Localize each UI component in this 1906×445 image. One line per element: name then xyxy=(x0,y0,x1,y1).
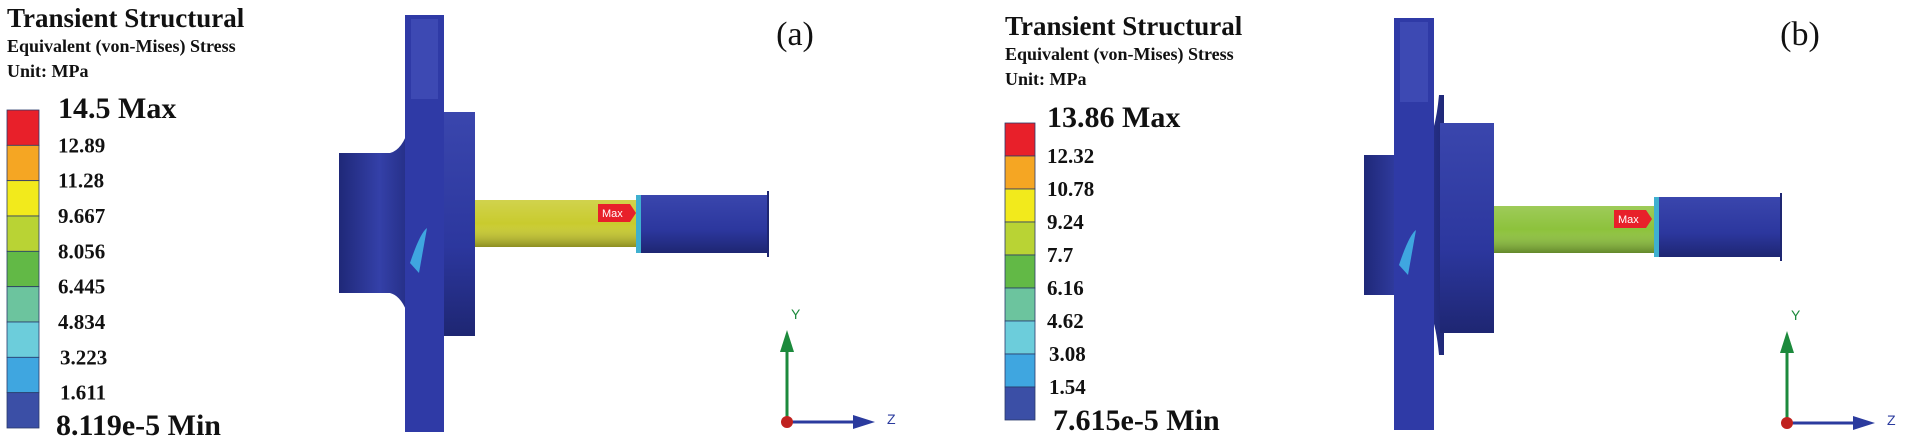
legend-max-label: 13.86 Max xyxy=(1047,101,1180,134)
impeller-blade-edge xyxy=(410,228,427,273)
panel-label: (b) xyxy=(1780,16,1820,53)
origin-marker xyxy=(1781,417,1793,429)
legend-tick-label: 12.89 xyxy=(58,133,105,157)
max-marker xyxy=(1614,210,1652,228)
z-axis-arrowhead xyxy=(853,415,875,429)
legend-color-band xyxy=(1004,122,1036,157)
legend-tick-label: 1.54 xyxy=(1049,375,1086,399)
coordinate-triad: YZ xyxy=(1780,307,1896,430)
impeller-blade-face xyxy=(1400,22,1428,102)
legend-color-band xyxy=(6,250,40,288)
legend-color-band xyxy=(1004,254,1036,289)
legend-tick-label: 4.834 xyxy=(58,310,106,334)
legend-color-band xyxy=(1004,188,1036,223)
max-marker-label: Max xyxy=(602,208,623,220)
legend-max-label: 14.5 Max xyxy=(58,92,176,125)
y-axis-label: Y xyxy=(791,306,801,322)
legend-subtitle: Equivalent (von-Mises) Stress xyxy=(1005,44,1234,65)
legend-tick-label: 6.16 xyxy=(1047,276,1084,300)
legend-tick-label: 9.667 xyxy=(58,204,105,228)
legend-unit: Unit: MPa xyxy=(1005,69,1086,89)
y-axis-arrowhead xyxy=(1780,331,1794,353)
max-marker xyxy=(598,204,636,222)
legend-color-band xyxy=(6,286,40,323)
legend-tick-label: 11.28 xyxy=(58,169,104,193)
panel-a: Transient Structural Equivalent (von-Mise… xyxy=(6,3,896,442)
legend-min-label: 7.615e-5 Min xyxy=(1053,404,1220,437)
panel-b: Transient Structural Equivalent (von-Mise… xyxy=(1004,11,1896,437)
coordinate-triad: YZ xyxy=(780,306,896,429)
legend-subtitle: Equivalent (von-Mises) Stress xyxy=(7,36,236,57)
origin-marker xyxy=(781,416,793,428)
legend-color-band xyxy=(1004,287,1036,322)
shaft-transition-band xyxy=(636,195,641,253)
legend-color-band xyxy=(6,215,40,252)
shaft-end-section xyxy=(1654,197,1781,257)
legend-tick-label: 3.223 xyxy=(60,345,107,369)
z-axis-label: Z xyxy=(1887,412,1896,428)
impeller-flange xyxy=(1440,123,1494,333)
impeller-hub xyxy=(339,93,420,353)
legend-unit: Unit: MPa xyxy=(7,61,88,81)
legend-title: Transient Structural xyxy=(7,3,245,33)
legend-color-band xyxy=(6,356,40,394)
legend-min-label: 8.119e-5 Min xyxy=(56,409,221,442)
legend-tick-label: 6.445 xyxy=(58,275,105,299)
z-axis-label: Z xyxy=(887,411,896,427)
z-axis-arrowhead xyxy=(1853,416,1875,430)
legend-tick-label: 12.32 xyxy=(1047,144,1094,168)
legend-tick-label: 10.78 xyxy=(1047,177,1094,201)
impeller-blade-edge xyxy=(1399,230,1416,275)
max-marker-label: Max xyxy=(1618,214,1639,226)
legend-color-band xyxy=(6,109,40,146)
impeller-blade-face xyxy=(411,19,438,99)
shaft-end-section xyxy=(636,195,768,253)
legend-color-band xyxy=(1004,320,1036,355)
y-axis-arrowhead xyxy=(780,330,794,352)
legend-color-band xyxy=(6,144,40,182)
legend-color-band xyxy=(6,321,40,358)
legend-color-band xyxy=(1004,155,1036,190)
legend-color-band xyxy=(6,392,40,429)
legend-color-band xyxy=(1004,353,1036,388)
legend-tick-label: 3.08 xyxy=(1049,342,1086,366)
legend-tick-label: 9.24 xyxy=(1047,210,1084,234)
impeller-shaft-model: Max xyxy=(339,15,769,432)
legend-title: Transient Structural xyxy=(1005,11,1243,41)
impeller-shaft-model: Max xyxy=(1364,18,1782,430)
y-axis-label: Y xyxy=(1791,307,1801,323)
legend-tick-label: 4.62 xyxy=(1047,309,1084,333)
panel-label: (a) xyxy=(776,16,814,53)
legend-color-band xyxy=(1004,386,1036,421)
shaft-transition-band xyxy=(1654,197,1659,257)
legend-color-band xyxy=(1004,221,1036,256)
legend-tick-label: 1.611 xyxy=(60,381,106,405)
legend-color-band xyxy=(6,180,40,217)
legend-tick-label: 7.7 xyxy=(1047,243,1073,267)
legend-tick-label: 8.056 xyxy=(58,239,105,263)
